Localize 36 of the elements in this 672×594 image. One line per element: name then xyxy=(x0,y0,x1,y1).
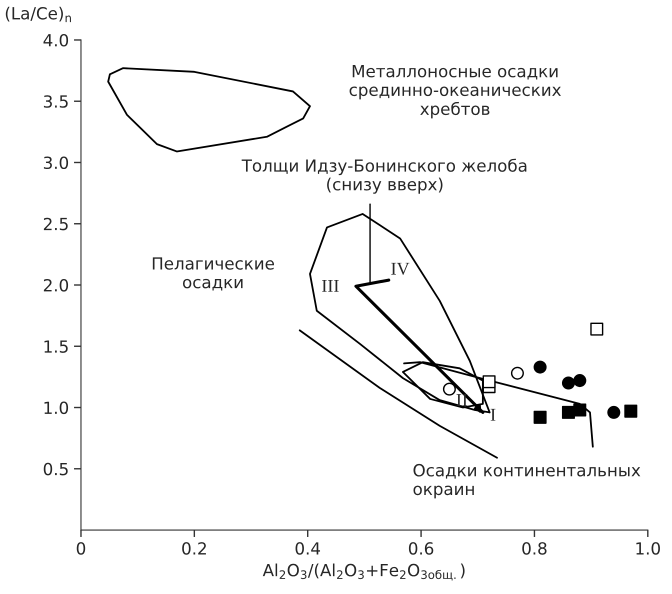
point xyxy=(562,376,575,390)
point xyxy=(590,322,604,336)
annotation: Металлоносные осадки срединно-океанических хребтов xyxy=(350,65,561,118)
x-tick-label: 0 xyxy=(76,542,86,555)
y-tick-label: 0.5 xyxy=(44,462,68,476)
point xyxy=(607,406,620,419)
annotation: Осадки континентальных окраин xyxy=(413,464,640,498)
y-tick-label: 2.0 xyxy=(44,278,68,292)
text: Al$_{2}$O$_{3}$/(Al$_{2}$O$_{3}$+Fe$_{2}$O$_{3общ.}$) xyxy=(262,564,465,581)
y-tick-label: 1.0 xyxy=(44,401,68,414)
y-tick-label: 2.5 xyxy=(44,218,68,230)
y-tick-label: 1.5 xyxy=(44,340,68,353)
x-tick-label: 0.6 xyxy=(408,542,434,555)
annotation: I xyxy=(490,408,496,421)
y-tick-label: 4.0 xyxy=(43,34,68,47)
y-tick-label: 3.5 xyxy=(44,95,68,108)
point xyxy=(562,406,575,419)
point xyxy=(573,403,586,416)
point xyxy=(534,360,547,374)
annotation: IV xyxy=(391,262,410,275)
y-axis-title: (La/Ce)$_{n}$ xyxy=(6,6,71,22)
point xyxy=(442,382,456,396)
x-tick-label: 0.8 xyxy=(522,542,547,555)
x-tick-label: 1.0 xyxy=(636,542,660,555)
y-tick-label: 3.0 xyxy=(44,156,68,170)
x-tick-label: 0.4 xyxy=(296,542,320,555)
annotation: Толщи Идзу-Бонинского желоба (снизу вверх) xyxy=(242,158,526,194)
x-tick-label: 0.2 xyxy=(182,542,206,555)
point xyxy=(534,410,547,424)
annotation: Пелагические осадки xyxy=(152,257,274,290)
annotation: II xyxy=(456,394,468,406)
annotation: III xyxy=(322,280,339,292)
point xyxy=(573,374,586,388)
point xyxy=(510,366,524,380)
point xyxy=(624,404,638,418)
point xyxy=(482,375,496,388)
